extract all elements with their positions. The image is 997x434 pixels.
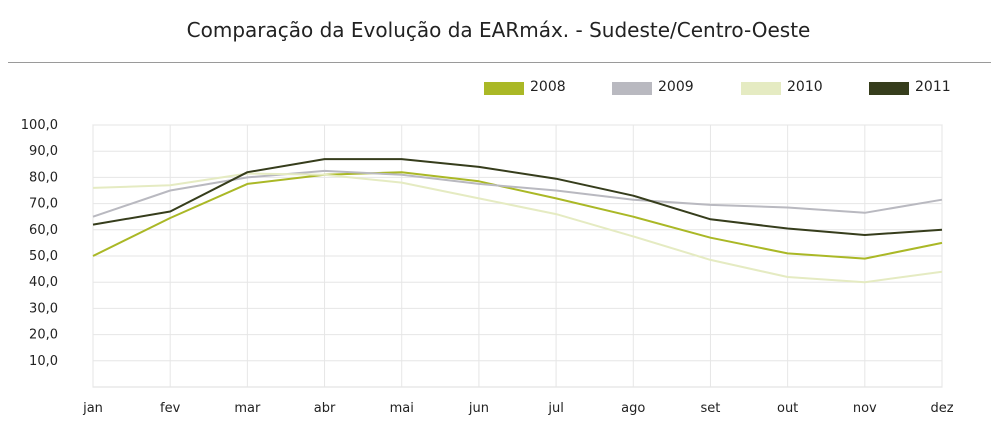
x-tick-label: jan [82, 401, 103, 416]
legend-label: 2009 [658, 79, 694, 95]
x-tick-label: mai [390, 401, 414, 416]
series-line-2011 [92, 158, 943, 236]
x-tick-label: ago [621, 401, 645, 416]
x-tick-label: dez [930, 401, 953, 416]
y-tick-label: 10,0 [29, 354, 58, 369]
series-line-2010 [92, 172, 943, 284]
series-line-2008 [92, 171, 943, 260]
legend-label: 2011 [915, 79, 951, 95]
y-tick-label: 90,0 [29, 144, 58, 159]
x-tick-label: jul [547, 401, 563, 416]
x-tick-label: abr [314, 401, 336, 416]
y-tick-label: 80,0 [29, 170, 58, 185]
legend-swatch [741, 82, 781, 95]
x-tick-label: set [701, 401, 721, 416]
legend-label: 2008 [530, 79, 566, 95]
x-tick-label: mar [234, 401, 261, 416]
y-tick-label: 20,0 [29, 328, 58, 343]
x-tick-label: jun [468, 401, 489, 416]
y-tick-label: 60,0 [29, 223, 58, 238]
chart-title: Comparação da Evolução da EARmáx. - Sude… [186, 18, 811, 42]
legend-swatch [612, 82, 652, 95]
legend-swatch [869, 82, 909, 95]
x-tick-label: nov [853, 401, 877, 416]
y-tick-label: 70,0 [29, 197, 58, 212]
y-tick-label: 30,0 [29, 301, 58, 316]
y-tick-label: 100,0 [21, 118, 58, 133]
x-tick-label: out [777, 401, 798, 416]
legend-swatch [484, 82, 524, 95]
y-tick-label: 50,0 [29, 249, 58, 264]
title-divider [8, 62, 991, 63]
legend-label: 2010 [787, 79, 823, 95]
x-tick-label: fev [160, 401, 181, 416]
y-tick-label: 40,0 [29, 275, 58, 290]
